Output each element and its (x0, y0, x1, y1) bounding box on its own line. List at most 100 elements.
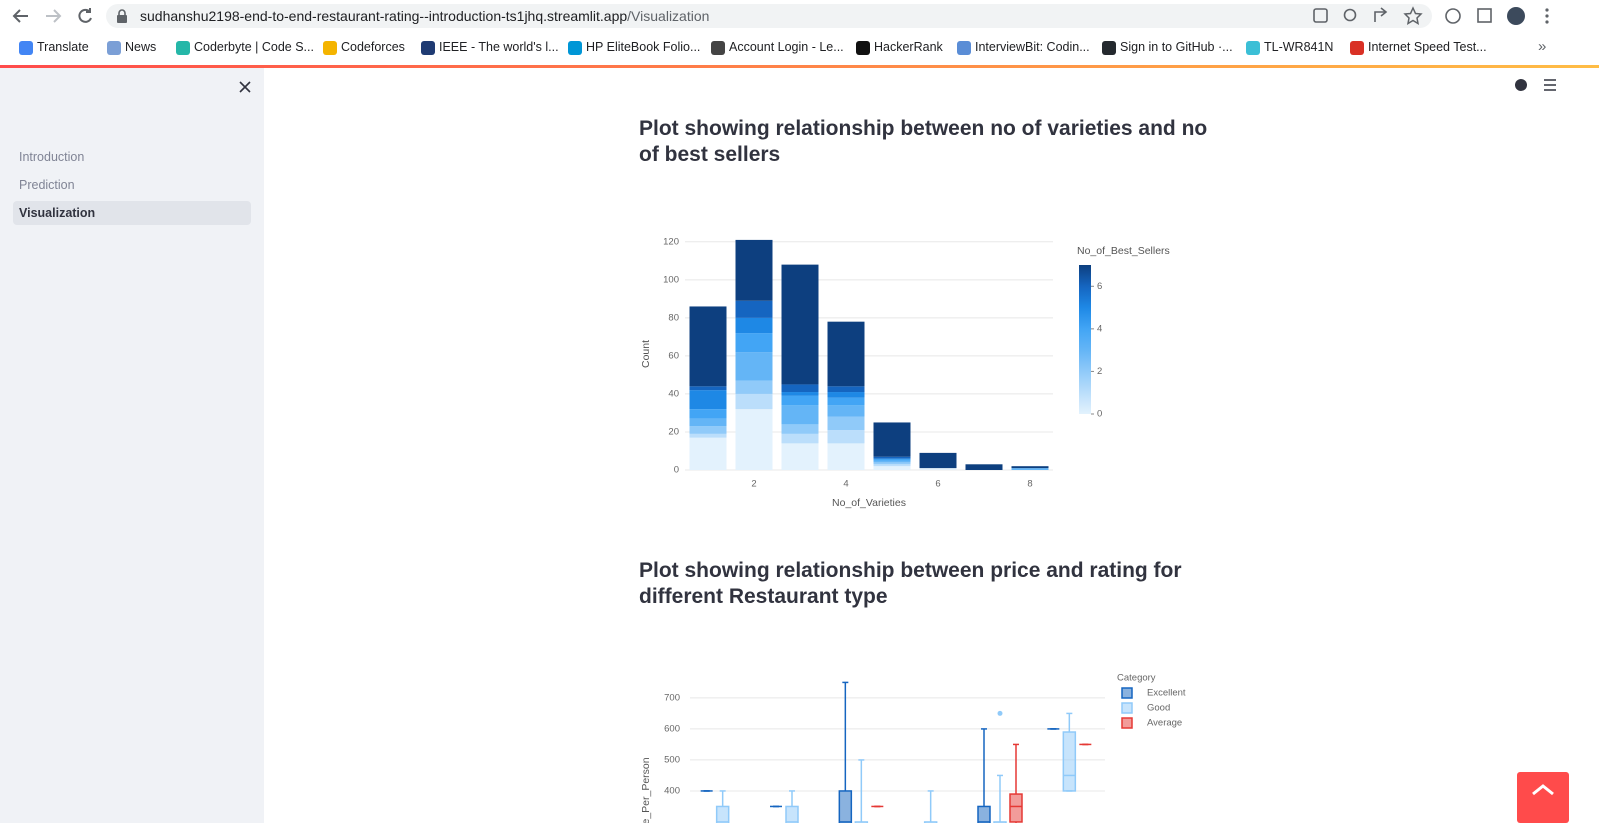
menu-dot[interactable] (1545, 14, 1549, 18)
y-axis-title: Count (640, 340, 652, 368)
profile-avatar[interactable] (1507, 7, 1525, 25)
close-sidebar[interactable] (238, 80, 252, 94)
box (977, 805, 991, 823)
bar-segment (873, 460, 911, 463)
bookmark-icon (1350, 41, 1364, 55)
sidebar: Introduction Prediction Visualization (0, 68, 264, 823)
lock-icon (117, 9, 127, 23)
legend-swatch (1121, 702, 1133, 714)
x-axis-title: No_of_Varieties (832, 497, 906, 509)
bookmark[interactable]: InterviewBit: Codin... (975, 40, 1090, 54)
legend-label: Average (1147, 718, 1182, 729)
bar-segment (919, 452, 957, 469)
bar-segment (827, 416, 865, 431)
colorbar-tick-label: 2 (1097, 366, 1102, 377)
legend-title: Category (1117, 673, 1156, 684)
box (923, 821, 938, 823)
box (785, 805, 799, 823)
bar-segment (689, 426, 727, 434)
install-icon[interactable] (1313, 8, 1328, 23)
bar-segment (689, 437, 727, 470)
extension-icon[interactable] (1445, 8, 1461, 24)
bar-segment (689, 418, 727, 427)
y-tick-label: 0 (674, 465, 679, 476)
bar-segment (1011, 468, 1049, 470)
bar-segment (827, 397, 865, 406)
bookmark-icon (1246, 41, 1260, 55)
bar-segment (827, 321, 865, 387)
bar-segment (689, 390, 727, 410)
x-tick-label: 8 (1027, 479, 1032, 490)
bookmark-icon (107, 41, 121, 55)
box (1062, 731, 1077, 792)
legend-label: Excellent (1147, 688, 1186, 699)
colorbar-tick-label: 0 (1097, 409, 1102, 420)
bookmark[interactable]: Account Login - Le... (729, 40, 844, 54)
bookmark[interactable]: TL-WR841N (1264, 40, 1334, 54)
bar-segment (873, 422, 911, 457)
bar-segment (735, 393, 773, 410)
bookmark[interactable]: Codeforces (341, 40, 405, 54)
bar-segment (781, 395, 819, 406)
reload-button[interactable] (78, 8, 92, 23)
bar-segment (919, 468, 957, 470)
bookmark[interactable]: Internet Speed Test... (1368, 40, 1487, 54)
bar-segment (781, 384, 819, 393)
box (838, 790, 853, 823)
bar-segment (781, 424, 819, 434)
bookmark-icon (856, 41, 870, 55)
bar-segment (827, 443, 865, 470)
address-bar[interactable] (106, 4, 1432, 28)
y-tick-label: 40 (668, 388, 679, 399)
nav-item[interactable]: Introduction (13, 145, 251, 169)
sidepanel-icon[interactable] (1477, 8, 1492, 23)
bar-segment (873, 466, 911, 470)
streamlit-badge[interactable] (1517, 772, 1569, 823)
x-tick-label: 6 (935, 479, 940, 490)
bar-segment (1011, 466, 1049, 469)
bookmark-icon (957, 41, 971, 55)
bookmark-icon (711, 41, 725, 55)
bar-segment (873, 456, 911, 459)
bookmark-icon (1102, 41, 1116, 55)
bar-segment (781, 443, 819, 470)
bookmark[interactable]: News (125, 40, 157, 54)
bookmark[interactable]: IEEE - The world's l... (439, 40, 559, 54)
bar-segment (873, 458, 911, 461)
bookmark[interactable]: Coderbyte | Code S... (194, 40, 314, 54)
nav-item[interactable]: Visualization (13, 201, 251, 225)
box (1009, 793, 1023, 823)
y-tick-label: 80 (668, 312, 679, 323)
bookmark[interactable]: HackerRank (874, 40, 943, 54)
menu-dot[interactable] (1545, 8, 1549, 12)
bookmark[interactable]: Translate (37, 40, 89, 54)
bookmark[interactable]: HP EliteBook Folio... (586, 40, 701, 54)
bar-segment (735, 300, 773, 318)
bookmark-icon (323, 41, 337, 55)
y-tick-label: 60 (668, 350, 679, 361)
y-tick-label: 700 (664, 692, 680, 703)
app-menu[interactable] (1544, 79, 1556, 91)
zoom-icon[interactable] (1343, 8, 1357, 22)
bookmark[interactable]: Sign in to GitHub ·... (1120, 40, 1233, 54)
box (993, 821, 1007, 823)
nav-label: Introduction (19, 150, 85, 164)
app-toolbar (1515, 79, 1556, 91)
back-button[interactable] (12, 9, 28, 23)
nav-label: Prediction (19, 178, 75, 192)
bar-segment (735, 409, 773, 470)
share-icon[interactable] (1374, 7, 1388, 22)
more-bookmarks[interactable]: » (1538, 38, 1547, 55)
bar-segment (735, 352, 773, 381)
menu-dot[interactable] (1545, 20, 1549, 24)
bookmark-star[interactable] (1403, 6, 1423, 25)
chart-title: Plot showing relationship between price … (639, 559, 1182, 608)
bookmark-icon (421, 41, 435, 55)
forward-button[interactable] (46, 9, 62, 23)
nav-item[interactable]: Prediction (13, 173, 251, 197)
header-accent (0, 65, 1599, 68)
bookmark-icon (176, 41, 190, 55)
url: sudhanshu2198-end-to-end-restaurant-rati… (140, 8, 709, 24)
bookmark-icon (568, 41, 582, 55)
github-icon[interactable] (1515, 79, 1527, 91)
